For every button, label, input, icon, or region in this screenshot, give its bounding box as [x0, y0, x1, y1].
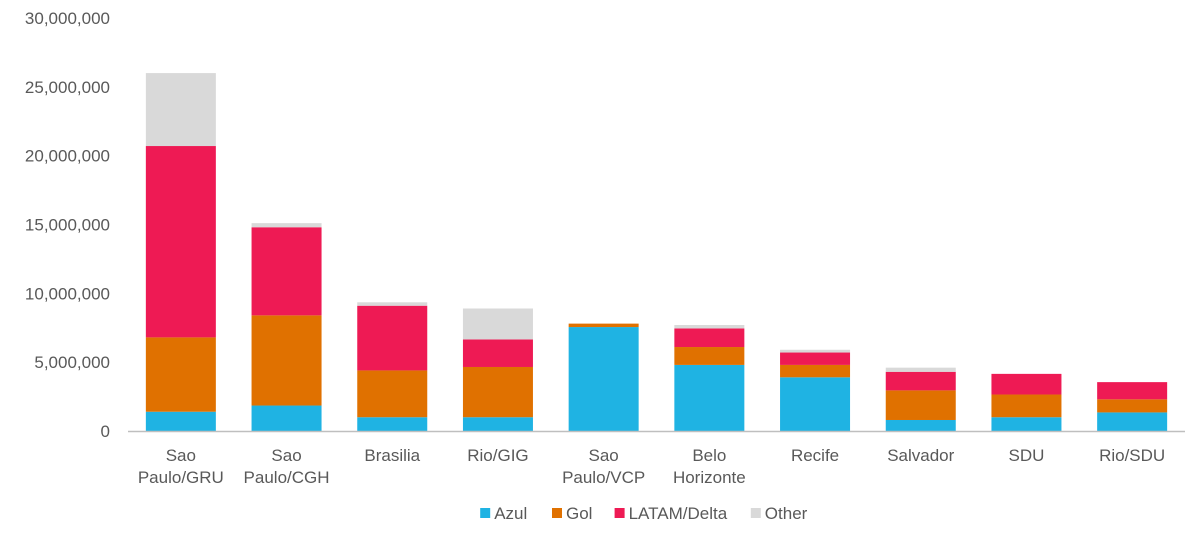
- legend-swatch-gol: [552, 508, 562, 518]
- bar-segment-azul: [357, 417, 428, 431]
- bar-segment-latam-delta: [885, 371, 956, 391]
- x-tick-label-line: Sao: [589, 446, 619, 465]
- bar-segment-other: [462, 308, 533, 340]
- x-tick-label: Salvador: [887, 446, 954, 465]
- y-tick-label: 0: [101, 422, 110, 441]
- x-tick-label-line: Brasilia: [364, 446, 420, 465]
- y-axis: 0 5,000,000 10,000,000 15,000,000 20,000,000…: [25, 9, 110, 441]
- bar-segment-azul: [674, 364, 745, 431]
- legend-swatch-latam-delta: [614, 508, 625, 518]
- x-tick-label: Sao Paulo/GRU: [138, 446, 224, 487]
- legend-label: LATAM/Delta: [629, 504, 728, 523]
- y-tick-label: 10,000,000: [25, 284, 110, 303]
- legend-label: Gol: [566, 504, 592, 523]
- bar-segment-gol: [357, 370, 428, 418]
- bar-segment-azul: [885, 419, 956, 431]
- y-tick-label: 15,000,000: [25, 216, 110, 235]
- bar-segment-latam-delta: [1097, 382, 1168, 400]
- x-tick-label: Sao Paulo/CGH: [244, 446, 330, 487]
- x-tick-label-line: Sao: [271, 446, 301, 465]
- x-tick-label-line: Salvador: [887, 446, 954, 465]
- x-tick-label-line: Recife: [791, 446, 839, 465]
- bar-segment-gol: [885, 390, 956, 420]
- bar-segment-latam-delta: [991, 373, 1062, 395]
- bar-segment-other: [251, 223, 322, 228]
- bar-segment-gol: [780, 364, 851, 378]
- bar-segment-gol: [674, 347, 745, 365]
- x-tick-label: Rio/GIG: [467, 446, 528, 465]
- bar-segment-other: [145, 73, 216, 147]
- bar-segment-gol: [251, 315, 322, 406]
- bar-segment-gol: [991, 394, 1062, 418]
- bar-segment-azul: [462, 417, 533, 431]
- x-tick-label-line: Belo: [692, 446, 726, 465]
- legend-label: Other: [765, 504, 808, 523]
- y-tick-label: 20,000,000: [25, 147, 110, 166]
- bar-segment-latam-delta: [674, 328, 745, 348]
- x-tick-label-line: Horizonte: [673, 468, 746, 487]
- bar-segment-gol: [568, 323, 639, 328]
- x-tick-label: Belo Horizonte: [673, 446, 746, 487]
- bar-segment-azul: [251, 405, 322, 431]
- bar-segment-latam-delta: [251, 227, 322, 316]
- x-tick-label: Brasilia: [364, 446, 420, 465]
- bar-segment-latam-delta: [357, 305, 428, 371]
- x-tick-label-line: Paulo/CGH: [244, 468, 330, 487]
- x-tick-label: Sao Paulo/VCP: [562, 446, 645, 487]
- bar-segment-azul: [780, 377, 851, 431]
- bar-segment-other: [674, 324, 745, 329]
- bar-segment-other: [780, 349, 851, 353]
- bar-segment-gol: [462, 366, 533, 418]
- x-tick-label-line: Paulo/GRU: [138, 468, 224, 487]
- x-tick-label-line: SDU: [1008, 446, 1044, 465]
- x-axis: Sao Paulo/GRU Sao Paulo/CGH Brasilia Rio/GIG S…: [138, 446, 1165, 487]
- bar-segment-azul: [991, 417, 1062, 431]
- bars: [145, 73, 1168, 431]
- bar-segment-other: [357, 302, 428, 306]
- y-tick-label: 5,000,000: [34, 353, 110, 372]
- legend: Azul Gol LATAM/Delta Other: [480, 504, 808, 523]
- bar-segment-latam-delta: [780, 352, 851, 365]
- x-tick-label: Recife: [791, 446, 839, 465]
- legend-swatch-azul: [480, 508, 491, 518]
- bar-segment-latam-delta: [145, 146, 216, 338]
- y-tick-label: 25,000,000: [25, 78, 110, 97]
- bar-segment-latam-delta: [462, 339, 533, 367]
- legend-label: Azul: [494, 504, 527, 523]
- bar-segment-azul: [1097, 412, 1168, 431]
- x-tick-label-line: Rio/SDU: [1099, 446, 1165, 465]
- bar-segment-azul: [145, 411, 216, 431]
- bar-segment-other: [885, 367, 956, 372]
- x-tick-label-line: Rio/GIG: [467, 446, 528, 465]
- y-tick-label: 30,000,000: [25, 9, 110, 28]
- x-tick-label: Rio/SDU: [1099, 446, 1165, 465]
- legend-swatch-other: [750, 508, 761, 518]
- bar-segment-gol: [1097, 399, 1168, 413]
- x-tick-label-line: Paulo/VCP: [562, 468, 645, 487]
- x-tick-label-line: Sao: [166, 446, 196, 465]
- x-tick-label: SDU: [1008, 446, 1044, 465]
- bar-segment-gol: [145, 337, 216, 412]
- bar-segment-azul: [568, 327, 639, 431]
